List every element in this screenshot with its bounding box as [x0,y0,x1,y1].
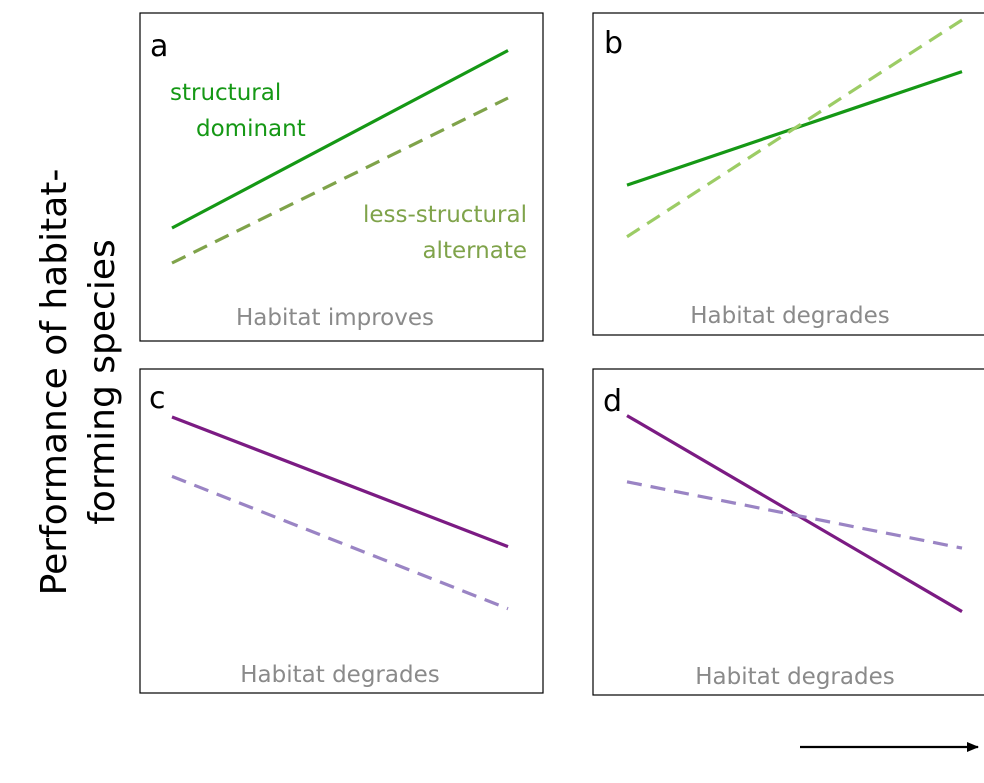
panel-a-label-less-structural: less-structural [363,202,527,228]
panel-c: c Habitat degrades [139,368,544,694]
panel-b-alternate-line [626,18,963,239]
panel-a-alternate-line [171,96,509,265]
panel-d-caption: Habitat degrades [695,664,894,690]
panel-d-alternate-line [626,480,963,550]
panel-b-caption: Habitat degrades [690,303,889,329]
panel-b: b Habitat degrades [592,12,984,336]
panel-a-dominant-line [171,49,509,230]
panel-d-frame [592,368,984,696]
y-axis-label-line2: forming species [82,239,123,525]
panel-c-frame [139,368,544,694]
panel-c-alternate-line [171,474,509,611]
panel-a-letter: a [150,29,168,64]
panel-a-label-alternate: alternate [422,238,527,264]
panel-b-letter: b [604,26,623,61]
panel-c-letter: c [149,381,166,416]
panel-a: a structural dominant less-structural al… [139,12,544,342]
panel-d: d Habitat degrades [592,368,984,696]
panel-a-label-structural: structural [170,80,281,106]
panel-d-letter: d [603,384,622,419]
y-axis-label: Performance of habitat- forming species [34,169,123,596]
panel-b-frame [592,12,984,336]
panel-a-label-dominant: dominant [196,116,306,142]
panel-c-caption: Habitat degrades [240,662,439,688]
panel-a-caption: Habitat improves [236,305,434,331]
panel-c-dominant-line [171,415,509,549]
y-axis-label-line1: Performance of habitat- [34,169,75,596]
